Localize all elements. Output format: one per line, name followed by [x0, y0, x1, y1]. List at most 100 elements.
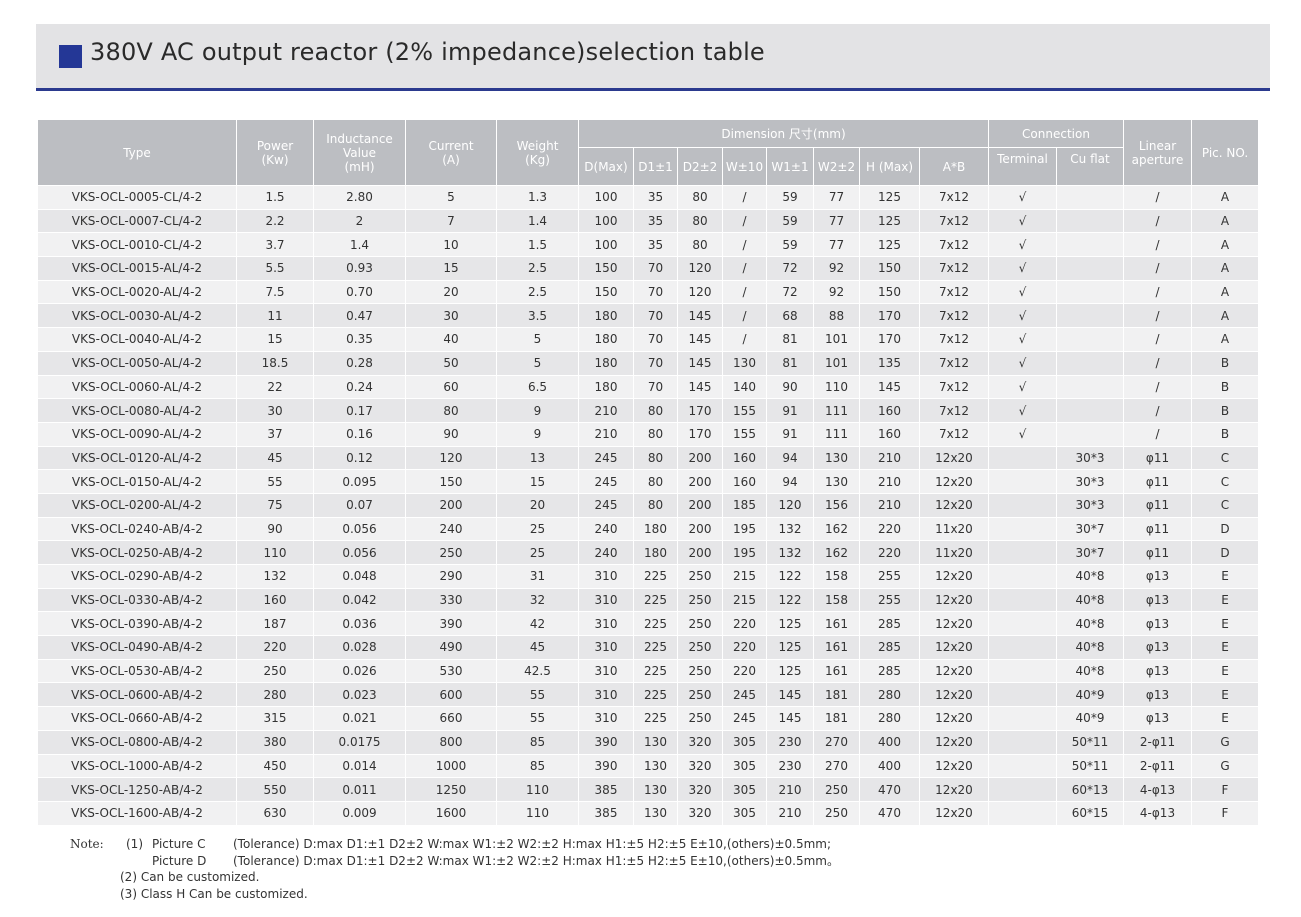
- note-label: Note:: [70, 837, 104, 851]
- table-cell: 0.028: [313, 635, 406, 660]
- table-cell: 220: [722, 635, 767, 660]
- table-cell: E: [1191, 635, 1259, 660]
- table-cell: 130: [633, 800, 678, 826]
- table-cell: φ13: [1123, 564, 1192, 589]
- table-cell: 72: [766, 256, 814, 281]
- table-cell: 60*15: [1056, 800, 1124, 826]
- table-cell: 158: [813, 587, 860, 613]
- title-bar: 380V AC output reactor (2% impedance)sel…: [36, 24, 1270, 91]
- table-cell: /: [722, 232, 767, 258]
- table-row: VKS-OCL-1600-AB/4-2 630 0.009 1600 110 385 130…: [37, 800, 1259, 826]
- table-cell: [988, 445, 1057, 471]
- table-row: VKS-OCL-0060-AL/4-2 22 0.24 60 6.5 180 70 145 14…: [37, 374, 1259, 400]
- table-cell: 470: [859, 777, 920, 802]
- table-cell: 25: [496, 516, 579, 542]
- table-cell: φ13: [1123, 587, 1192, 613]
- table-cell: 80: [633, 445, 678, 471]
- table-cell: 145: [859, 374, 920, 400]
- table-cell: [1056, 279, 1124, 305]
- table-cell: G: [1191, 753, 1259, 779]
- table-cell: 12x20: [919, 635, 989, 660]
- table-row: VKS-OCL-0800-AB/4-2 380 0.0175 800 85 390 130 3…: [37, 729, 1259, 755]
- table-cell: 7x12: [919, 185, 989, 210]
- table-cell: /: [1123, 398, 1192, 423]
- header-type: Type: [37, 119, 237, 186]
- table-cell: 170: [677, 398, 723, 423]
- table-cell: 15: [405, 256, 497, 281]
- table-cell: 305: [722, 729, 767, 755]
- table-row: VKS-OCL-0005-CL/4-2 1.5 2.80 5 1.3 100 35 80/59…: [37, 185, 1259, 210]
- table-cell: 220: [859, 516, 920, 542]
- title-square-icon: [59, 45, 82, 68]
- table-cell: 150: [859, 256, 920, 281]
- table-cell: 150: [405, 469, 497, 494]
- table-cell: [988, 492, 1057, 518]
- table-cell: 225: [633, 682, 678, 708]
- table-cell: 310: [578, 658, 634, 684]
- table-cell: 320: [677, 753, 723, 779]
- table-cell: 0.0175: [313, 729, 406, 755]
- table-cell: 240: [578, 516, 634, 542]
- table-cell: 80: [405, 398, 497, 423]
- table-cell: 250: [405, 540, 497, 565]
- table-cell: 11x20: [919, 540, 989, 565]
- table-row: VKS-OCL-0030-AL/4-2 11 0.47 30 3.5 180 70 145/6…: [37, 303, 1259, 329]
- table-cell: 270: [813, 753, 860, 779]
- table-row: VKS-OCL-0150-AL/4-2 55 0.095 150 15 245 80 200 1…: [37, 469, 1259, 494]
- table-cell: [988, 540, 1057, 565]
- table-cell: A: [1191, 185, 1259, 210]
- table-cell: 1.4: [496, 208, 579, 234]
- table-cell: 0.023: [313, 682, 406, 708]
- table-cell: 50*11: [1056, 753, 1124, 779]
- table-cell: 111: [813, 398, 860, 423]
- table-cell: 181: [813, 682, 860, 708]
- table-cell: 12x20: [919, 706, 989, 731]
- table-cell: 7x12: [919, 208, 989, 234]
- table-cell: 140: [722, 374, 767, 400]
- table-cell: 70: [633, 374, 678, 400]
- table-cell: 30: [405, 303, 497, 329]
- table-cell: 305: [722, 753, 767, 779]
- table-row: VKS-OCL-0240-AB/4-2 90 0.056 240 25 240 180 200…: [37, 516, 1259, 542]
- table-cell: 11: [236, 303, 314, 329]
- table-cell: 40*8: [1056, 611, 1124, 637]
- cell-type: VKS-OCL-0050-AL/4-2: [37, 350, 237, 376]
- table-cell: 37: [236, 421, 314, 447]
- cell-type: VKS-OCL-0015-AL/4-2: [37, 256, 237, 281]
- table-cell: 150: [859, 279, 920, 305]
- table-cell: 161: [813, 658, 860, 684]
- cell-type: VKS-OCL-1250-AB/4-2: [37, 777, 237, 802]
- table-row: VKS-OCL-0490-AB/4-2 220 0.028 490 45 310 225 25…: [37, 635, 1259, 660]
- table-cell: 85: [496, 753, 579, 779]
- cell-type: VKS-OCL-0040-AL/4-2: [37, 327, 237, 352]
- table-cell: [1056, 303, 1124, 329]
- table-cell: [988, 564, 1057, 589]
- table-cell: 42.5: [496, 658, 579, 684]
- table-cell: 1.4: [313, 232, 406, 258]
- table-cell: 4-φ13: [1123, 777, 1192, 802]
- table-cell: √: [988, 350, 1057, 376]
- table-cell: E: [1191, 706, 1259, 731]
- table-cell: 2.5: [496, 279, 579, 305]
- table-cell: 210: [859, 445, 920, 471]
- table-cell: φ13: [1123, 682, 1192, 708]
- table-cell: 12x20: [919, 445, 989, 471]
- table-cell: 145: [677, 350, 723, 376]
- table-cell: 290: [405, 564, 497, 589]
- table-cell: 0.47: [313, 303, 406, 329]
- table-cell: B: [1191, 398, 1259, 423]
- table-cell: 180: [578, 327, 634, 352]
- header-power: Power (Kw): [236, 119, 314, 186]
- table-cell: 60*13: [1056, 777, 1124, 802]
- table-cell: 40*8: [1056, 564, 1124, 589]
- table-cell: 20: [405, 279, 497, 305]
- table-cell: 210: [766, 777, 814, 802]
- note-tolerance-c: (Tolerance) D:max D1:±1 D2±2 W:max W1:±2…: [233, 837, 832, 851]
- table-cell: 158: [813, 564, 860, 589]
- table-cell: 81: [766, 350, 814, 376]
- table-cell: 145: [766, 706, 814, 731]
- table-cell: B: [1191, 350, 1259, 376]
- note-picture-c: Picture C: [152, 837, 206, 851]
- table-cell: 30*7: [1056, 516, 1124, 542]
- table-cell: 390: [578, 729, 634, 755]
